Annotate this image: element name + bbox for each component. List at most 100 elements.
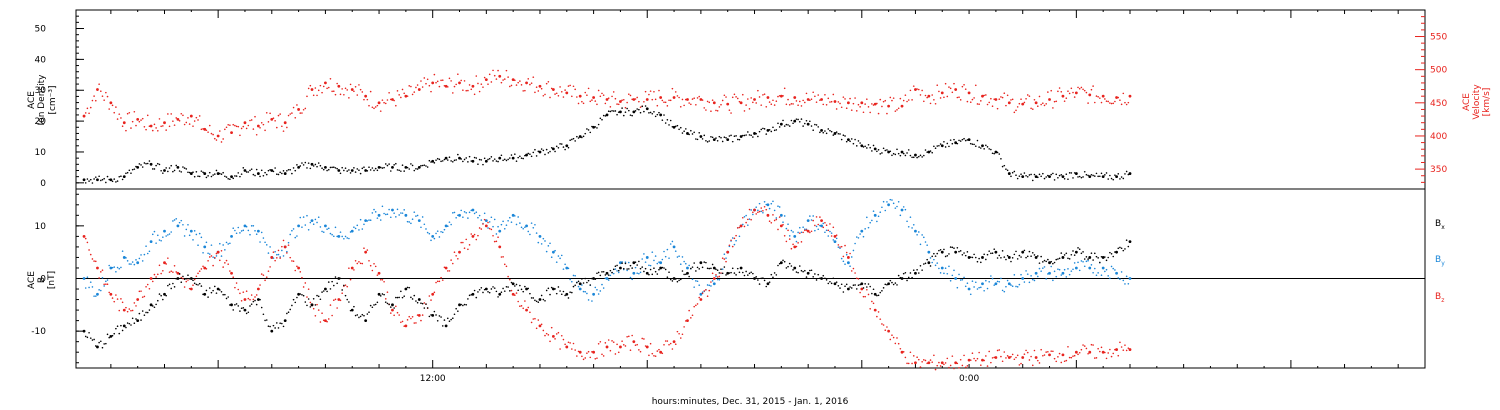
density-fill-point — [376, 169, 379, 172]
by-fill-point — [1001, 289, 1004, 292]
velocity-fill-point — [944, 82, 947, 85]
bx-fill-point — [1127, 245, 1130, 248]
bx-fill-point — [527, 287, 530, 290]
bz-fill-point — [1011, 353, 1014, 356]
bz-fill-point — [242, 291, 245, 293]
bz-fill-point — [106, 283, 109, 286]
bx-fill-point — [115, 327, 117, 330]
velocity-y-tick-label: 350 — [1430, 165, 1447, 175]
density-point — [283, 172, 287, 175]
bz-fill-point — [716, 276, 719, 278]
bx-point — [739, 266, 743, 270]
density-point — [900, 150, 904, 154]
by-fill-point — [443, 228, 446, 231]
bx-fill-point — [840, 283, 843, 286]
velocity-fill-point — [589, 100, 592, 103]
bz-fill-point — [133, 302, 136, 304]
by-fill-point — [187, 224, 189, 226]
bz-fill-point — [904, 356, 907, 359]
bx-point — [887, 282, 891, 286]
bz-fill-point — [153, 273, 156, 276]
bz-fill-point — [772, 214, 774, 216]
velocity-fill-point — [996, 107, 999, 110]
velocity-fill-point — [964, 88, 967, 90]
density-fill-point — [317, 162, 320, 164]
bx-fill-point — [668, 271, 670, 274]
by-fill-point — [641, 258, 644, 260]
bz-fill-point — [108, 291, 110, 294]
bz-fill-point — [782, 223, 784, 226]
velocity-fill-point — [564, 89, 566, 91]
bz-fill-point — [534, 317, 536, 320]
velocity-fill-point — [441, 79, 444, 81]
bx-fill-point — [535, 300, 538, 303]
bx-point — [994, 250, 998, 254]
by-fill-point — [441, 231, 444, 234]
velocity-fill-point — [192, 125, 194, 127]
bx-fill-point — [125, 326, 127, 329]
velocity-point — [417, 88, 421, 91]
density-point — [1088, 175, 1092, 179]
bx-fill-point — [790, 265, 793, 267]
bx-fill-point — [272, 324, 275, 327]
by-fill-point — [964, 285, 967, 288]
bz-fill-point — [862, 295, 865, 298]
density-fill-point — [696, 138, 699, 141]
bz-point — [686, 319, 689, 323]
velocity-fill-point — [892, 97, 895, 99]
density-fill-point — [750, 134, 752, 137]
bx-fill-point — [973, 253, 975, 256]
bx-fill-point — [993, 248, 996, 250]
by-point — [592, 292, 596, 296]
velocity-fill-point — [341, 88, 343, 90]
density-fill-point — [497, 160, 499, 163]
bz-fill-point — [1005, 357, 1007, 359]
bx-fill-point — [788, 262, 791, 265]
by-fill-point — [591, 300, 593, 302]
bz-fill-point — [537, 319, 540, 321]
bx-fill-point — [435, 314, 437, 316]
bz-fill-point — [89, 253, 92, 256]
bx-fill-point — [89, 337, 92, 339]
bz-fill-point — [919, 366, 922, 368]
bz-fill-point — [299, 271, 302, 273]
velocity-fill-point — [864, 103, 866, 105]
bx-fill-point — [158, 293, 161, 295]
bx-fill-point — [949, 246, 952, 248]
density-fill-point — [658, 111, 660, 114]
density-point — [256, 172, 260, 175]
bz-fill-point — [1010, 355, 1012, 358]
bz-fill-point — [715, 273, 717, 276]
velocity-fill-point — [326, 87, 328, 90]
density-fill-point — [125, 172, 127, 175]
by-fill-point — [1015, 285, 1017, 288]
velocity-fill-point — [1016, 106, 1019, 108]
bx-fill-point — [1117, 247, 1120, 250]
density-point — [96, 178, 99, 182]
velocity-fill-point — [943, 96, 945, 99]
velocity-point — [900, 104, 904, 108]
bx-fill-point — [597, 271, 600, 274]
bz-fill-point — [557, 331, 560, 334]
bz-fill-point — [156, 273, 159, 276]
bx-fill-point — [400, 290, 402, 293]
by-fill-point — [879, 211, 882, 214]
bz-fill-point — [681, 333, 684, 336]
density-fill-point — [475, 157, 478, 159]
velocity-fill-point — [931, 94, 933, 96]
bx-fill-point — [138, 312, 141, 315]
velocity-fill-point — [911, 99, 913, 101]
bz-fill-point — [574, 349, 576, 351]
velocity-fill-point — [530, 82, 533, 84]
bz-fill-point — [639, 350, 642, 353]
velocity-fill-point — [760, 104, 763, 106]
by-fill-point — [571, 280, 573, 283]
density-fill-point — [363, 166, 365, 169]
bx-fill-point — [508, 290, 511, 292]
density-fill-point — [151, 168, 154, 170]
velocity-fill-point — [396, 90, 399, 92]
bx-point — [592, 277, 596, 280]
bz-fill-point — [792, 243, 794, 246]
velocity-fill-point — [770, 103, 773, 105]
by-fill-point — [1073, 262, 1076, 264]
